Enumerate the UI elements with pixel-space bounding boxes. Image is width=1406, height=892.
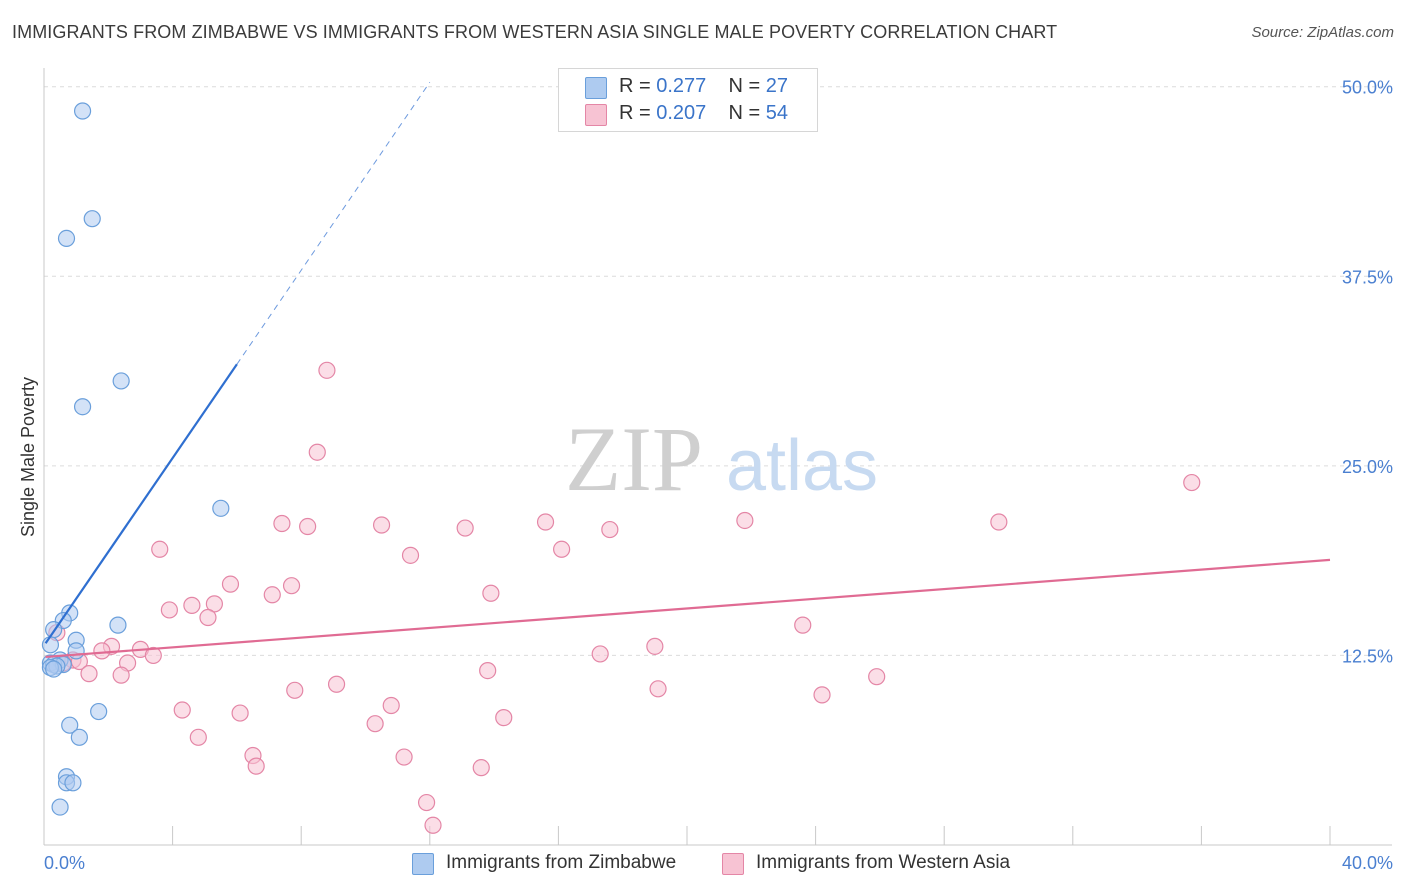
western-asia-point bbox=[308, 443, 326, 461]
zimbabwe-point bbox=[212, 499, 230, 517]
chart-title: IMMIGRANTS FROM ZIMBABWE VS IMMIGRANTS F… bbox=[12, 22, 1058, 42]
western-asia-point bbox=[495, 709, 513, 727]
western-asia-point bbox=[263, 586, 281, 604]
western-asia-point bbox=[93, 642, 111, 660]
series-label: Immigrants from Western Asia bbox=[756, 852, 1011, 873]
legend-swatch-blue bbox=[585, 77, 607, 99]
western-asia-point bbox=[482, 584, 500, 602]
correlation-legend: R = 0.277 N = 27 R = 0.207 N = 54 bbox=[558, 68, 818, 132]
western-asia-point bbox=[189, 728, 207, 746]
western-asia-point bbox=[366, 715, 384, 733]
y-tick-label: 25.0% bbox=[1342, 457, 1393, 477]
western-asia-point bbox=[536, 513, 555, 531]
western-asia-point bbox=[282, 577, 301, 595]
zimbabwe-point bbox=[109, 616, 127, 634]
western-asia-point bbox=[299, 517, 317, 536]
zimbabwe-point bbox=[83, 210, 101, 228]
western-asia-point bbox=[472, 759, 490, 777]
zimbabwe-trend-line bbox=[44, 363, 238, 644]
zimbabwe-point bbox=[90, 702, 108, 721]
western-asia-trend-line bbox=[45, 558, 1331, 659]
zimbabwe-trend-extension bbox=[236, 81, 431, 365]
watermark: ZIP atlas bbox=[565, 408, 878, 510]
western-asia-point bbox=[160, 601, 178, 619]
zimbabwe-point bbox=[112, 372, 130, 390]
western-asia-point bbox=[199, 608, 217, 627]
tick-labels: 12.5% 25.0% 37.5% 50.0% 0.0% 40.0% bbox=[44, 78, 1393, 873]
western-asia-point bbox=[794, 616, 812, 634]
watermark-atlas: atlas bbox=[726, 426, 878, 506]
zimbabwe-point bbox=[45, 660, 63, 678]
western-asia-point bbox=[112, 666, 130, 684]
western-asia-point bbox=[273, 514, 291, 533]
y-tick-label: 12.5% bbox=[1342, 646, 1393, 666]
western-asia-point bbox=[221, 575, 240, 593]
trend-lines bbox=[44, 81, 1331, 659]
zimbabwe-point bbox=[73, 398, 92, 416]
y-axis-label: Single Male Poverty bbox=[18, 377, 38, 537]
western-asia-point bbox=[173, 701, 191, 719]
zimbabwe-point bbox=[73, 102, 92, 120]
western-asia-point bbox=[183, 596, 201, 614]
western-asia-point bbox=[247, 757, 265, 775]
source-attribution: Source: ZipAtlas.com bbox=[1251, 24, 1394, 41]
western-asia-points bbox=[48, 361, 1201, 834]
watermark-zip: ZIP bbox=[565, 408, 703, 510]
western-asia-point bbox=[868, 668, 886, 686]
legend-r-label: R = bbox=[619, 102, 651, 124]
western-asia-point bbox=[813, 686, 831, 704]
zimbabwe-point bbox=[51, 798, 69, 816]
zimbabwe-point bbox=[70, 728, 88, 746]
legend-n-label: N = bbox=[728, 102, 761, 124]
western-asia-point bbox=[1183, 473, 1201, 492]
western-asia-point bbox=[318, 361, 336, 379]
western-asia-point bbox=[286, 681, 304, 699]
legend-r-value: 0.277 bbox=[656, 75, 707, 97]
x-tick-label: 0.0% bbox=[44, 853, 85, 873]
legend-n-value: 27 bbox=[765, 75, 789, 97]
western-asia-point bbox=[144, 646, 162, 665]
legend-swatch-pink bbox=[585, 104, 607, 126]
y-tick-label: 50.0% bbox=[1342, 78, 1393, 98]
western-asia-point bbox=[601, 520, 619, 539]
zimbabwe-point bbox=[67, 642, 85, 660]
legend-r-value: 0.207 bbox=[656, 102, 707, 124]
western-asia-point bbox=[456, 519, 474, 537]
zimbabwe-points bbox=[41, 102, 230, 816]
zimbabwe-point bbox=[64, 774, 82, 792]
grid-lines bbox=[44, 86, 1392, 656]
western-asia-point bbox=[327, 675, 346, 693]
axes bbox=[43, 68, 1392, 846]
western-asia-point bbox=[395, 748, 413, 766]
western-asia-point bbox=[649, 680, 667, 698]
western-asia-point bbox=[231, 704, 249, 722]
zimbabwe-point bbox=[61, 716, 79, 734]
zimbabwe-point bbox=[41, 636, 60, 654]
y-tick-label: 37.5% bbox=[1342, 267, 1393, 287]
legend-n-label: N = bbox=[728, 75, 761, 97]
western-asia-point bbox=[479, 662, 497, 680]
western-asia-point bbox=[553, 540, 571, 558]
series-swatch-blue bbox=[412, 853, 434, 875]
western-asia-point bbox=[401, 546, 420, 564]
western-asia-point bbox=[990, 513, 1008, 531]
zimbabwe-point bbox=[57, 229, 76, 247]
western-asia-point bbox=[382, 696, 400, 715]
western-asia-point bbox=[372, 516, 391, 534]
series-swatch-pink bbox=[722, 853, 744, 875]
western-asia-point bbox=[646, 637, 664, 655]
western-asia-point bbox=[591, 645, 609, 663]
legend-n-value: 54 bbox=[765, 102, 789, 124]
western-asia-point bbox=[424, 816, 442, 834]
western-asia-point bbox=[736, 511, 754, 530]
legend-r-label: R = bbox=[619, 75, 651, 97]
series-label: Immigrants from Zimbabwe bbox=[446, 852, 677, 873]
western-asia-point bbox=[151, 540, 169, 558]
western-asia-point bbox=[417, 793, 436, 812]
x-tick-label: 40.0% bbox=[1342, 853, 1393, 873]
western-asia-point bbox=[80, 665, 98, 683]
